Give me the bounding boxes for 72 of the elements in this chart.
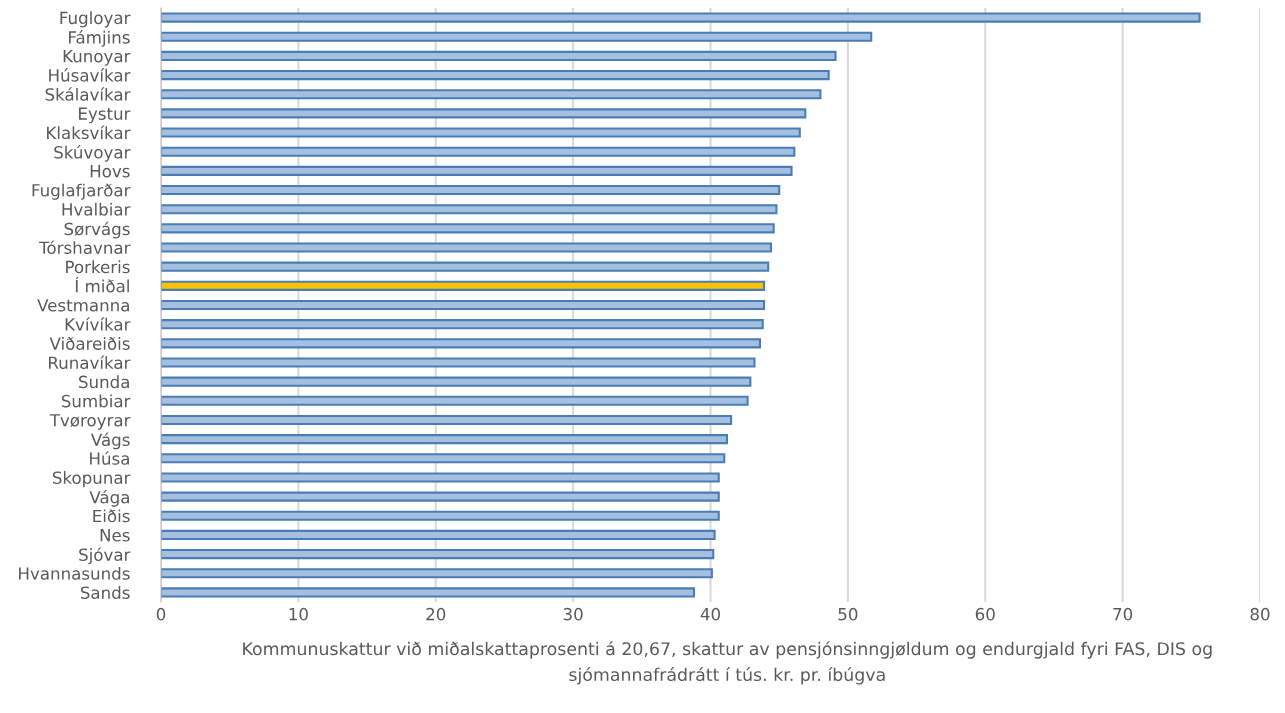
bar — [161, 549, 715, 560]
y-tick-label: Sunda — [79, 375, 129, 389]
y-tick-label: Hovs — [90, 165, 130, 178]
bar — [161, 204, 778, 215]
bar — [161, 50, 837, 61]
y-tick-label: Sands — [80, 586, 130, 599]
x-tick-label: 10 — [289, 607, 308, 621]
x-tick-label: 50 — [838, 607, 858, 621]
bar — [161, 127, 801, 138]
bar — [161, 223, 775, 234]
y-tick-label: Fugloyar — [60, 11, 131, 28]
bar — [161, 357, 756, 368]
bar — [161, 414, 733, 426]
bar — [161, 319, 764, 330]
y-tick-label: Runavíkar — [48, 355, 131, 370]
bar — [161, 395, 749, 406]
bar — [161, 434, 729, 445]
bar — [161, 587, 696, 598]
y-tick-label: Viðareiðis — [49, 336, 130, 350]
y-tick-label: Í miðal — [75, 276, 129, 293]
y-tick-label: Húsa — [90, 451, 129, 465]
y-tick-label: Sumbiar — [61, 394, 131, 408]
y-tick-label: Fuglafjarðar — [32, 183, 131, 200]
bar — [161, 89, 822, 100]
y-tick-label: Skopunar — [52, 471, 131, 488]
bar — [161, 472, 720, 483]
y-tick-label: Vágs — [90, 432, 130, 450]
y-tick-label: Fámjins — [69, 30, 130, 47]
y-tick-label: Kunoyar — [63, 50, 131, 66]
y-tick-label: Eiðis — [93, 509, 130, 523]
y-tick-label: Klaksvíkar — [47, 125, 131, 140]
y-tick-label: Porkeris — [66, 260, 130, 274]
bar — [161, 529, 716, 540]
x-tick-label: 80 — [1250, 607, 1270, 621]
bar — [161, 491, 720, 502]
y-tick-label: Sjóvar — [79, 547, 131, 565]
y-tick-label: Vestmanna — [37, 299, 129, 312]
y-tick-label: Hvannasunds — [19, 566, 130, 580]
bar — [161, 146, 796, 157]
y-tick-label: Tvøroyrar — [49, 414, 131, 430]
y-tick-label: Sørvágs — [64, 221, 130, 239]
bar — [161, 242, 772, 253]
bar — [161, 70, 830, 81]
x-tick-label: 0 — [156, 607, 166, 621]
bar — [161, 280, 766, 291]
y-tick-label: Tórshavnar — [39, 240, 131, 255]
bar — [161, 338, 761, 349]
y-tick-label: Vága — [89, 489, 129, 507]
bar — [161, 12, 1201, 23]
x-tick-label: 20 — [426, 607, 446, 621]
bar — [161, 453, 726, 464]
x-tick-label: 30 — [563, 607, 583, 621]
x-tick-label: 40 — [700, 607, 720, 621]
y-tick-label: Eystur — [79, 107, 131, 124]
x-axis-title: Kommunuskattur við miðalskattaprosenti á 20,67, skattur av pensjónsinngjøldum og endurgjald fyri FAS, DIS og sjómannafrádrátt í tús. kr. pr. íbúgva — [243, 641, 1212, 685]
y-tick-label: Skálavíkar — [45, 87, 131, 101]
bar — [161, 261, 770, 272]
y-tick-label: Skúvoyar — [54, 145, 131, 162]
y-tick-label: Húsavíkar — [49, 68, 131, 82]
bar — [161, 376, 752, 387]
bar — [161, 510, 720, 521]
bar — [161, 108, 807, 119]
bar — [161, 299, 766, 311]
y-tick-label: Nes — [100, 529, 130, 542]
x-tick-label: 60 — [975, 607, 995, 621]
bar — [161, 165, 793, 176]
bar — [161, 568, 713, 579]
x-tick-label: 70 — [1113, 607, 1133, 621]
bar — [161, 184, 781, 196]
bar — [161, 31, 873, 42]
y-tick-label: Kvívíkar — [65, 317, 131, 331]
y-tick-label: Hvalbiar — [62, 202, 131, 216]
